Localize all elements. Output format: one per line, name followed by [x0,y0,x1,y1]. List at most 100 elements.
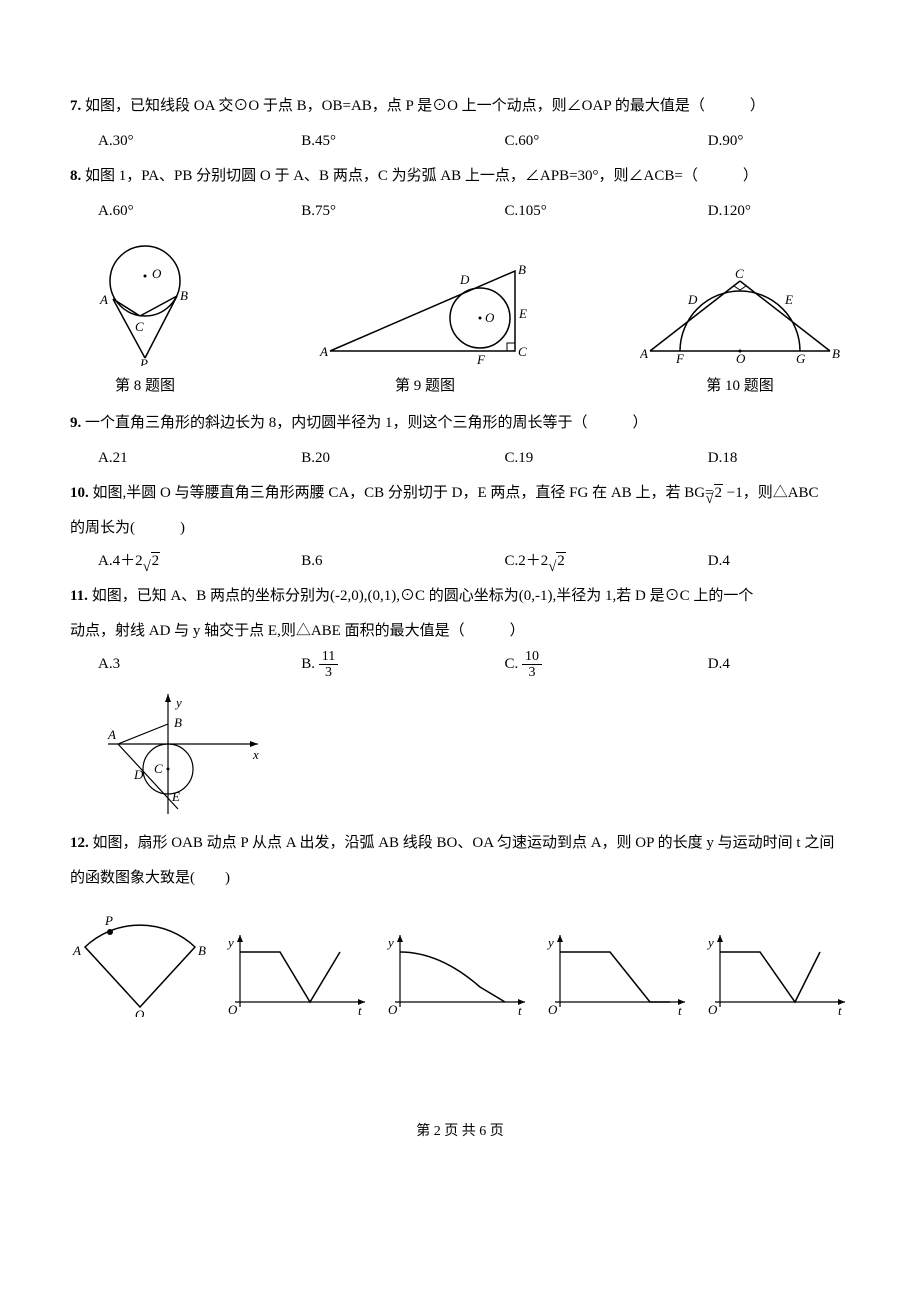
svg-text:A: A [107,727,116,742]
svg-text:t: t [838,1003,842,1017]
svg-text:y: y [226,935,234,950]
question-7: 7. 如图，已知线段 OA 交⊙O 于点 B，OB=AB，点 P 是⊙O 上一个… [70,90,850,123]
svg-text:B: B [180,288,188,303]
fig11-svg: y x A B C D E [98,689,268,819]
svg-text:E: E [518,306,527,321]
svg-text:t: t [518,1003,522,1017]
svg-text:F: F [476,352,486,366]
svg-text:y: y [546,935,554,950]
svg-text:O: O [708,1002,718,1017]
q7-options: A.30° B.45° C.60° D.90° [70,125,850,158]
q12-sector: P A B O [70,907,210,1017]
q11-text-b: 动点，射线 AD 与 y 轴交于点 E,则△ABE 面积的最大值是（ ） [70,615,850,648]
svg-text:A: A [99,292,108,307]
svg-text:O: O [548,1002,558,1017]
svg-text:O: O [485,310,495,325]
fig8-svg: O A B C P [80,236,210,366]
q11-text-a: 如图，已知 A、B 两点的坐标分别为(-2,0),(0,1),⊙C 的圆心坐标为… [92,588,754,604]
q7-text: 如图，已知线段 OA 交⊙O 于点 B，OB=AB，点 P 是⊙O 上一个动点，… [85,98,765,114]
q12-graph-b: y O t [380,927,530,1017]
q8-num: 8. [70,168,81,184]
q12-graph-c: y O t [540,927,690,1017]
fig10-label: 第 10 题图 [640,370,840,403]
fig8-label: 第 8 题图 [80,370,210,403]
svg-text:x: x [252,747,259,762]
figure-11: y x A B C D E [98,689,850,819]
question-11: 11. 如图，已知 A、B 两点的坐标分别为(-2,0),(0,1),⊙C 的圆… [70,580,850,613]
svg-text:C: C [735,266,744,281]
q10-text-b: −1，则△ABC [727,485,819,501]
q10-options: A.4＋22√ B.6 C.2＋22√ D.4 [70,545,850,578]
svg-text:A: A [640,346,648,361]
fig9-label: 第 9 题图 [315,370,535,403]
svg-text:B: B [174,715,182,730]
question-12: 12. 如图，扇形 OAB 动点 P 从点 A 出发，沿弧 AB 线段 BO、O… [70,827,850,860]
q7-opt-d: D.90° [708,125,850,158]
svg-text:D: D [133,767,144,782]
q8-opt-a: A.60° [98,195,301,228]
q10-opt-d: D.4 [708,545,850,578]
svg-text:A: A [72,943,81,958]
svg-text:A: A [319,344,328,359]
q9-text: 一个直角三角形的斜边长为 8，内切圆半径为 1，则这个三角形的周长等于（ ） [85,415,648,431]
svg-text:O: O [152,266,162,281]
svg-text:t: t [678,1003,682,1017]
svg-text:B: B [198,943,206,958]
svg-text:B: B [832,346,840,361]
svg-text:C: C [154,761,163,776]
svg-text:O: O [388,1002,398,1017]
svg-text:y: y [174,695,182,710]
q10-text-a: 如图,半圆 O 与等腰直角三角形两腰 CA，CB 分别切于 D，E 两点，直径 … [93,485,714,501]
q11-opt-c: C. 103 [505,648,708,681]
svg-text:O: O [736,351,746,366]
svg-text:C: C [518,344,527,359]
q7-opt-c: C.60° [505,125,708,158]
question-8: 8. 如图 1，PA、PB 分别切圆 O 于 A、B 两点，C 为劣弧 AB 上… [70,160,850,193]
q8-opt-c: C.105° [505,195,708,228]
svg-text:t: t [358,1003,362,1017]
q10-opt-a: A.4＋22√ [98,545,301,578]
q10-num: 10. [70,485,89,501]
q10-text-c: 的周长为( ) [70,512,850,545]
svg-text:P: P [104,913,113,928]
figures-row-8-9-10: O A B C P 第 8 题图 O A B C D E F 第 9 题图 [70,236,850,403]
q11-options: A.3 B. 113 C. 103 D.4 [70,648,850,681]
q12-graph-d: y O t [700,927,850,1017]
q9-opt-c: C.19 [505,442,708,475]
fig10-svg: O A B C D E F G [640,266,840,366]
q12-num: 12. [70,835,89,851]
svg-text:G: G [796,351,806,366]
q8-text: 如图 1，PA、PB 分别切圆 O 于 A、B 两点，C 为劣弧 AB 上一点，… [85,168,758,184]
svg-text:D: D [687,292,698,307]
q10-sqrt2-a: 2 [714,484,724,501]
q11-num: 11. [70,588,88,604]
q9-opt-d: D.18 [708,442,850,475]
q9-opt-a: A.21 [98,442,301,475]
q12-graphs: P A B O y O t y O t y O t [70,907,850,1017]
q9-options: A.21 B.20 C.19 D.18 [70,442,850,475]
q12-text-b: 的函数图象大致是( ) [70,862,850,895]
q10-opt-c: C.2＋22√ [505,545,708,578]
fig9-svg: O A B C D E F [315,256,535,366]
q11-opt-a: A.3 [98,648,301,681]
q7-num: 7. [70,98,81,114]
svg-text:E: E [784,292,793,307]
page-footer: 第 2 页 共 6 页 [70,1117,850,1148]
svg-text:E: E [171,789,180,804]
q12-graph-a: y O t [220,927,370,1017]
q11-opt-b: B. 113 [301,648,504,681]
figure-9: O A B C D E F 第 9 题图 [315,256,535,403]
svg-text:B: B [518,262,526,277]
q11-opt-d: D.4 [708,648,850,681]
svg-text:O: O [135,1007,145,1017]
svg-text:F: F [675,351,685,366]
q10-opt-b: B.6 [301,545,504,578]
q7-opt-b: B.45° [301,125,504,158]
figure-8: O A B C P 第 8 题图 [80,236,210,403]
svg-text:y: y [706,935,714,950]
svg-text:O: O [228,1002,238,1017]
q8-opt-d: D.120° [708,195,850,228]
svg-text:y: y [386,935,394,950]
figure-10: O A B C D E F G 第 10 题图 [640,266,840,403]
svg-text:C: C [135,319,144,334]
